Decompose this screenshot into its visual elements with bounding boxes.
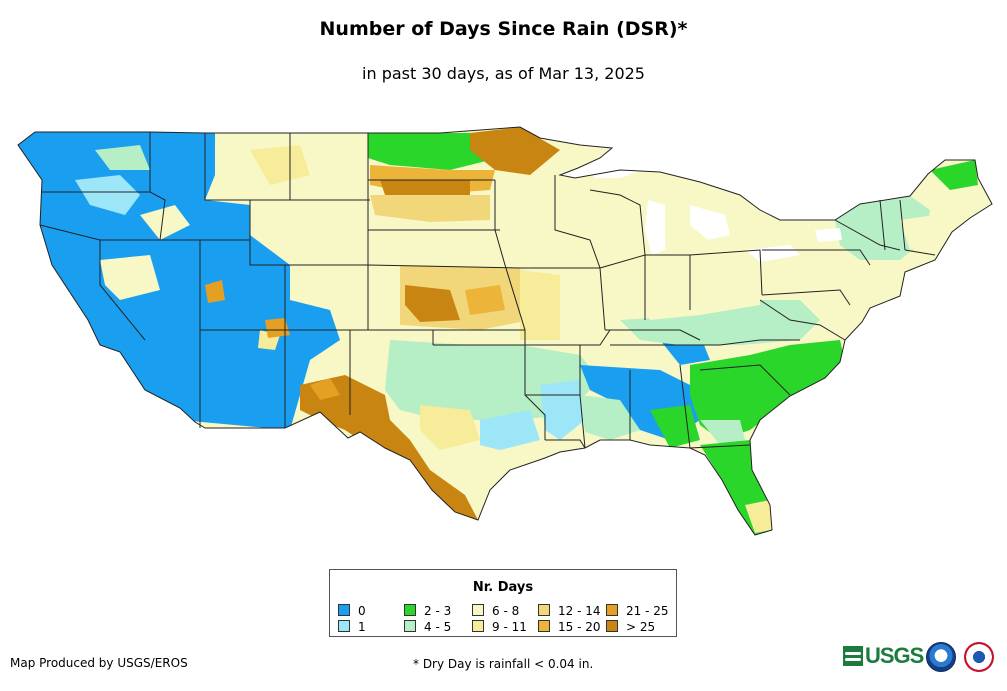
legend-item-3: 4 - 5 (404, 620, 451, 634)
legend-item-4: 6 - 8 (472, 604, 519, 618)
legend-label: > 25 (626, 620, 656, 634)
legend-swatch (338, 604, 350, 616)
legend-item-1: 1 (338, 620, 366, 634)
dry-day-footnote: * Dry Day is rainfall < 0.04 in. (413, 657, 594, 671)
legend-swatch (538, 620, 550, 632)
legend-swatch (338, 620, 350, 632)
legend-title: Nr. Days (472, 580, 534, 595)
legend-item-6: 12 - 14 (538, 604, 601, 618)
legend-item-2: 2 - 3 (404, 604, 451, 618)
producer-credit: Map Produced by USGS/EROS (10, 656, 188, 670)
legend-swatch (404, 620, 416, 632)
state-boundaries (17, 126, 993, 536)
legend-item-7: 15 - 20 (538, 620, 601, 634)
legend-label: 2 - 3 (424, 604, 452, 618)
legend-item-5: 9 - 11 (472, 620, 527, 634)
legend: Nr. Days 0 1 2 - 3 4 - 5 6 - 8 9 - 11 12… (329, 569, 677, 637)
legend-item-0: 0 (338, 604, 366, 618)
legend-label: 9 - 11 (492, 620, 527, 634)
legend-label: 0 (358, 604, 366, 618)
usgs-logo-text: USGS (865, 643, 924, 668)
legend-swatch (606, 604, 618, 616)
legend-swatch (538, 604, 550, 616)
legend-item-8: 21 - 25 (606, 604, 669, 618)
legend-label: 4 - 5 (424, 620, 452, 634)
legend-swatch (472, 620, 484, 632)
map-title: Number of Days Since Rain (DSR)* (319, 18, 688, 40)
legend-swatch (472, 604, 484, 616)
legend-item-9: > 25 (606, 620, 655, 634)
legend-swatch (606, 620, 618, 632)
usgs-logo: USGS (843, 641, 924, 671)
dsr-raster (18, 127, 992, 535)
legend-label: 1 (358, 620, 366, 634)
legend-label: 15 - 20 (558, 620, 601, 634)
nws-logo (964, 642, 994, 672)
legend-swatch (404, 604, 416, 616)
map-subtitle: in past 30 days, as of Mar 13, 2025 (362, 64, 645, 83)
legend-label: 21 - 25 (626, 604, 669, 618)
legend-label: 12 - 14 (558, 604, 601, 618)
usgs-wave-icon (843, 646, 863, 666)
legend-label: 6 - 8 (492, 604, 520, 618)
noaa-logo (926, 642, 956, 672)
